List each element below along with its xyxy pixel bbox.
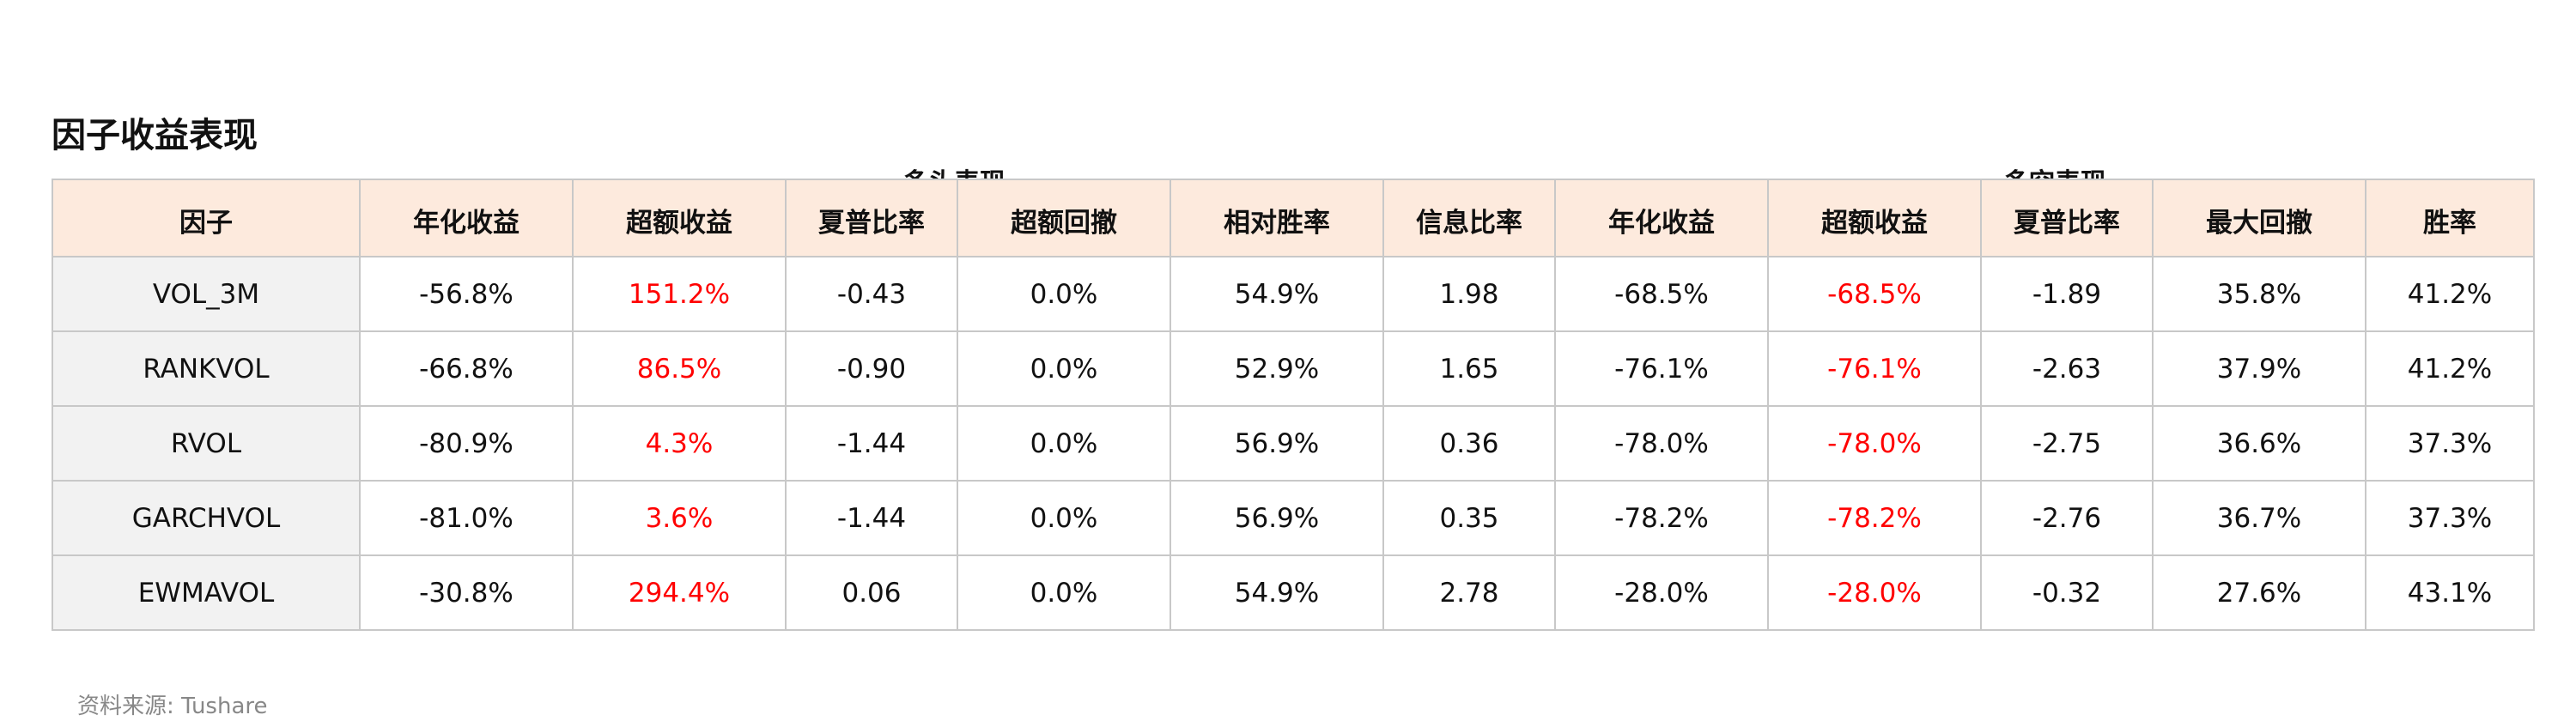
excess-return-cell: -68.5% (1767, 256, 1982, 332)
table-cell: 0.36 (1382, 405, 1556, 482)
table-cell: 37.3% (2365, 480, 2535, 556)
excess-return-cell: -78.2% (1767, 480, 1982, 556)
table-cell: 54.9% (1170, 256, 1384, 332)
table-cell: -1.89 (1980, 256, 2154, 332)
table-cell: -56.8% (359, 256, 574, 332)
factor-name-cell: RVOL (52, 405, 361, 482)
source-note: 资料来源: Tushare (77, 694, 268, 719)
table-cell: -0.43 (785, 256, 958, 332)
factor-name-cell: RANKVOL (52, 330, 361, 407)
excess-return-cell: 86.5% (572, 330, 787, 407)
table-row: EWMAVOL -30.8% 294.4% 0.06 0.0% 54.9% 2.… (52, 554, 2535, 631)
table-cell: -80.9% (359, 405, 574, 482)
table-row: RVOL -80.9% 4.3% -1.44 0.0% 56.9% 0.36 -… (52, 405, 2535, 482)
table-cell: 36.7% (2152, 480, 2366, 556)
table-cell: 37.9% (2152, 330, 2366, 407)
table-cell: 0.35 (1382, 480, 1556, 556)
excess-return-cell: -28.0% (1767, 554, 1982, 631)
excess-return-cell: -78.0% (1767, 405, 1982, 482)
header-ls-excess-return: 超额收益 (1767, 179, 1982, 258)
table-cell: 0.0% (957, 480, 1171, 556)
table-cell: 52.9% (1170, 330, 1384, 407)
table-cell: 0.0% (957, 554, 1171, 631)
table-cell: 43.1% (2365, 554, 2535, 631)
table-cell: -2.75 (1980, 405, 2154, 482)
table-cell: 41.2% (2365, 256, 2535, 332)
header-ls-win-rate: 胜率 (2365, 179, 2535, 258)
table-cell: -0.32 (1980, 554, 2154, 631)
factor-name-cell: EWMAVOL (52, 554, 361, 631)
excess-return-cell: 3.6% (572, 480, 787, 556)
table-cell: -81.0% (359, 480, 574, 556)
table-row: RANKVOL -66.8% 86.5% -0.90 0.0% 52.9% 1.… (52, 330, 2535, 407)
table-cell: -68.5% (1554, 256, 1769, 332)
header-ls-max-drawdown: 最大回撤 (2152, 179, 2366, 258)
table-cell: 37.3% (2365, 405, 2535, 482)
table-row: GARCHVOL -81.0% 3.6% -1.44 0.0% 56.9% 0.… (52, 480, 2535, 556)
table-cell: -28.0% (1554, 554, 1769, 631)
table-cell: -1.44 (785, 480, 958, 556)
excess-return-cell: -76.1% (1767, 330, 1982, 407)
table-cell: -78.0% (1554, 405, 1769, 482)
header-long-annual-return: 年化收益 (359, 179, 574, 258)
excess-return-cell: 4.3% (572, 405, 787, 482)
table-cell: 0.06 (785, 554, 958, 631)
header-long-relative-win-rate: 相对胜率 (1170, 179, 1384, 258)
header-long-information-ratio: 信息比率 (1382, 179, 1556, 258)
table-cell: 35.8% (2152, 256, 2366, 332)
header-ls-annual-return: 年化收益 (1554, 179, 1769, 258)
factor-name-cell: VOL_3M (52, 256, 361, 332)
header-factor: 因子 (52, 179, 361, 258)
table-cell: 2.78 (1382, 554, 1556, 631)
header-long-sharpe: 夏普比率 (785, 179, 958, 258)
factor-performance-table: 因子 年化收益 超额收益 夏普比率 超额回撤 相对胜率 信息比率 年化收益 超额… (52, 179, 2535, 631)
excess-return-cell: 294.4% (572, 554, 787, 631)
factor-name-cell: GARCHVOL (52, 480, 361, 556)
table-cell: -1.44 (785, 405, 958, 482)
table-cell: -0.90 (785, 330, 958, 407)
header-row: 因子 年化收益 超额收益 夏普比率 超额回撤 相对胜率 信息比率 年化收益 超额… (52, 179, 2535, 258)
table-cell: 36.6% (2152, 405, 2366, 482)
table-cell: 56.9% (1170, 480, 1384, 556)
table-cell: -30.8% (359, 554, 574, 631)
table-cell: 54.9% (1170, 554, 1384, 631)
header-long-excess-drawdown: 超额回撤 (957, 179, 1171, 258)
header-ls-sharpe: 夏普比率 (1980, 179, 2154, 258)
page-title: 因子收益表现 (52, 116, 258, 155)
excess-return-cell: 151.2% (572, 256, 787, 332)
table-cell: -2.63 (1980, 330, 2154, 407)
table-cell: 0.0% (957, 405, 1171, 482)
table-cell: 0.0% (957, 330, 1171, 407)
table-cell: -76.1% (1554, 330, 1769, 407)
table-cell: 41.2% (2365, 330, 2535, 407)
table-cell: 27.6% (2152, 554, 2366, 631)
table-cell: 56.9% (1170, 405, 1384, 482)
header-long-excess-return: 超额收益 (572, 179, 787, 258)
table-cell: -66.8% (359, 330, 574, 407)
table-cell: 1.65 (1382, 330, 1556, 407)
table-cell: 1.98 (1382, 256, 1556, 332)
table-cell: 0.0% (957, 256, 1171, 332)
table-cell: -78.2% (1554, 480, 1769, 556)
table-row: VOL_3M -56.8% 151.2% -0.43 0.0% 54.9% 1.… (52, 256, 2535, 332)
table-cell: -2.76 (1980, 480, 2154, 556)
